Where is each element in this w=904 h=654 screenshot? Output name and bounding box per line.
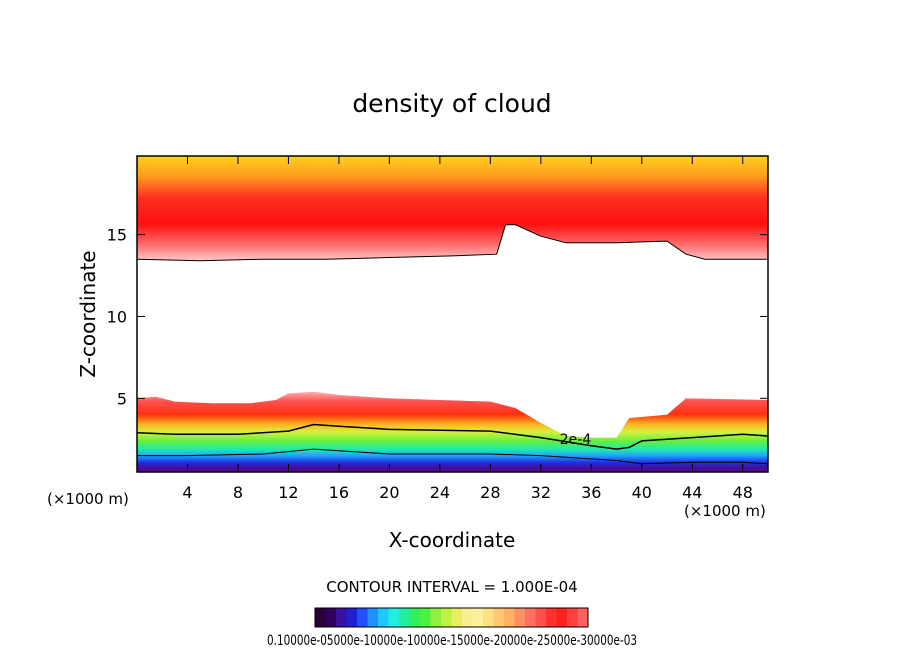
y-axis-ticks: 5 10 15 — [107, 226, 768, 408]
x-axis-label: X-coordinate — [389, 528, 516, 552]
colorbar-swatch — [315, 608, 326, 627]
y-tick-label: 15 — [107, 226, 127, 245]
colorbar-swatch — [420, 608, 431, 627]
y-tick-label: 5 — [117, 389, 127, 408]
colorbar-swatch — [399, 608, 410, 627]
upper-cloud-layer — [137, 156, 768, 261]
colorbar-swatch — [441, 608, 452, 627]
x-tick-label: 4 — [182, 483, 192, 502]
x-tick-label: 12 — [278, 483, 298, 502]
colorbar-swatch — [525, 608, 536, 627]
colorbar-swatch — [514, 608, 526, 627]
x-unit-label-right: (×1000 m) — [684, 502, 766, 520]
colorbar-swatch — [567, 608, 578, 627]
colorbar-swatch — [493, 608, 505, 627]
colorbar-swatch — [577, 608, 589, 627]
colorbar-swatch — [325, 608, 337, 627]
x-tick-label: 20 — [379, 483, 399, 502]
colorbar-swatch — [535, 608, 547, 627]
colorbar-swatch — [367, 608, 379, 627]
x-tick-label: 40 — [632, 483, 652, 502]
colorbar-swatch — [556, 608, 568, 627]
colorbar-swatch — [430, 608, 442, 627]
chart-title: density of cloud — [352, 89, 551, 118]
colorbar-frame — [314, 607, 589, 628]
colorbar-swatch — [357, 608, 368, 627]
colorbar-swatch — [451, 608, 463, 627]
x-tick-label: 16 — [329, 483, 349, 502]
colorbar-swatch — [378, 608, 389, 627]
contour-label: 2e-4 — [560, 432, 592, 448]
colorbar-swatch — [472, 608, 484, 627]
x-tick-label: 32 — [531, 483, 551, 502]
x-tick-label: 28 — [480, 483, 500, 502]
x-tick-label: 44 — [682, 483, 702, 502]
x-tick-label: 8 — [233, 483, 243, 502]
colorbar-swatch — [462, 608, 473, 627]
x-tick-label: 36 — [581, 483, 601, 502]
contour-line-lower — [137, 448, 768, 465]
x-axis-ticks: 4 8 12 16 20 24 28 32 36 40 44 48 — [182, 156, 753, 502]
colorbar-tick-labels: 0.10000e-05000e-10000e-10000e-15000e-200… — [267, 633, 637, 649]
colorbar-swatch — [388, 608, 400, 627]
colorbar-swatch — [336, 608, 347, 627]
x-unit-label-left: (×1000 m) — [47, 490, 129, 508]
colorbar-swatch — [346, 608, 358, 627]
x-tick-label: 24 — [430, 483, 450, 502]
colorbar-swatch — [504, 608, 515, 627]
colorbar-swatch — [409, 608, 421, 627]
upper-cloud-base-contour — [137, 224, 768, 262]
y-axis-label: Z-coordinate — [76, 250, 100, 377]
contour-interval-text: CONTOUR INTERVAL = 1.000E-04 — [326, 578, 577, 596]
colorbar-swatch — [546, 608, 557, 627]
colorbar — [315, 608, 589, 627]
colorbar-swatch — [483, 608, 494, 627]
plot-frame — [136, 155, 769, 473]
y-tick-label: 10 — [107, 307, 127, 326]
x-tick-label: 48 — [733, 483, 753, 502]
lower-cloud-layer — [137, 391, 768, 472]
contour-line-2e-4 — [137, 423, 768, 450]
